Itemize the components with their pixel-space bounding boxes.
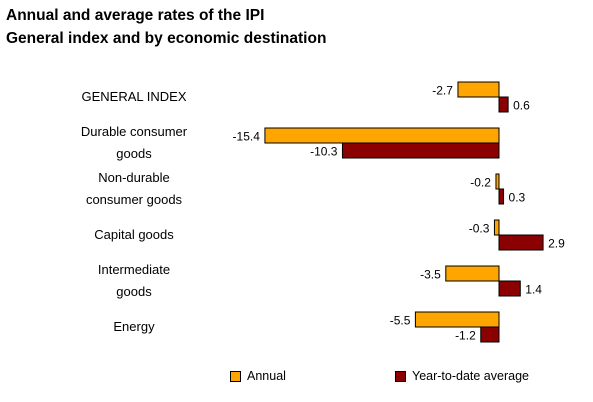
data-label: 1.4 bbox=[525, 283, 542, 297]
data-label: -0.2 bbox=[470, 176, 491, 190]
bar-annual bbox=[264, 127, 500, 144]
bar-annual bbox=[493, 219, 500, 236]
bar-annual bbox=[495, 173, 500, 190]
bar-annual bbox=[445, 265, 500, 282]
data-label: -0.3 bbox=[469, 222, 490, 236]
bar-ytd bbox=[480, 326, 500, 343]
bar-ytd bbox=[341, 142, 500, 159]
data-label: -3.5 bbox=[420, 268, 441, 282]
data-label: 0.6 bbox=[513, 99, 530, 113]
data-label: 2.9 bbox=[548, 237, 565, 251]
category-label: Capital goods bbox=[94, 227, 174, 242]
bar-ytd bbox=[498, 96, 509, 113]
category-label: GENERAL INDEX bbox=[82, 89, 187, 104]
data-label: -15.4 bbox=[233, 130, 261, 144]
data-label: -10.3 bbox=[310, 145, 338, 159]
category-label: goods bbox=[116, 284, 152, 299]
data-label: -2.7 bbox=[432, 84, 453, 98]
legend-label-annual: Annual bbox=[247, 369, 286, 383]
chart-subtitle: General index and by economic destinatio… bbox=[6, 30, 327, 47]
legend-item-ytd: Year-to-date average bbox=[395, 369, 529, 383]
bar-annual bbox=[414, 311, 500, 328]
legend-swatch-ytd bbox=[395, 370, 406, 382]
data-label: -1.2 bbox=[455, 329, 476, 343]
category-label: consumer goods bbox=[86, 192, 183, 207]
data-label: -5.5 bbox=[390, 314, 411, 328]
legend-label-ytd: Year-to-date average bbox=[412, 369, 529, 383]
bar-ytd bbox=[498, 234, 544, 251]
category-label: Intermediate bbox=[98, 262, 170, 277]
category-label: Energy bbox=[113, 319, 155, 334]
legend-item-annual: Annual bbox=[230, 369, 286, 383]
chart-title: Annual and average rates of the IPI bbox=[6, 7, 265, 24]
category-label: Non-durable bbox=[98, 170, 170, 185]
data-label: 0.3 bbox=[509, 191, 526, 205]
category-label: goods bbox=[116, 146, 152, 161]
category-label: Durable consumer bbox=[81, 124, 188, 139]
bar-ytd bbox=[498, 188, 505, 205]
legend-swatch-annual bbox=[230, 370, 241, 382]
bar-ytd bbox=[498, 280, 521, 297]
bar-annual bbox=[457, 81, 500, 98]
